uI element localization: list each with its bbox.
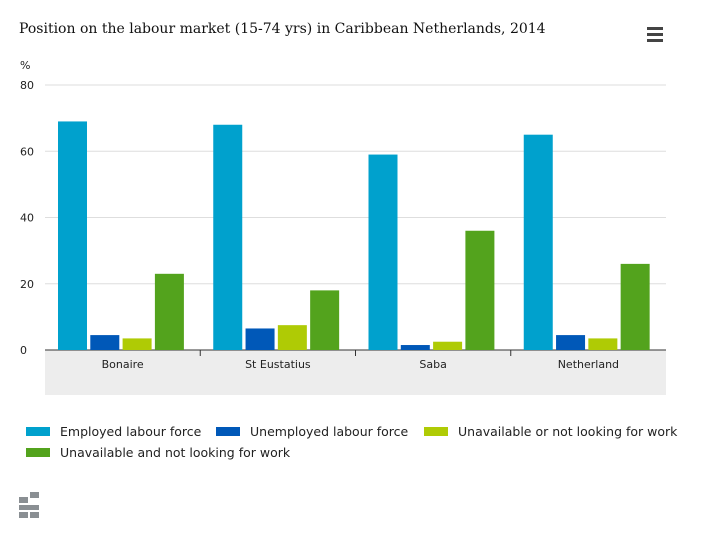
bar-2: [245, 328, 275, 350]
category-band: [45, 350, 666, 395]
bar-2: [400, 345, 430, 350]
legend-item[interactable]: Unavailable or not looking for work: [424, 424, 677, 439]
bar-2: [556, 335, 586, 350]
legend-item[interactable]: Employed labour force: [26, 424, 201, 439]
legend-swatch: [216, 427, 240, 436]
y-tick-label: 40: [20, 212, 34, 225]
legend-swatch: [26, 448, 50, 457]
legend-swatch: [424, 427, 448, 436]
bar-3: [122, 338, 152, 350]
y-tick-label: 80: [20, 79, 34, 92]
legend-item[interactable]: Unavailable and not looking for work: [26, 445, 290, 460]
bar-2: [90, 335, 120, 350]
bar-1: [213, 124, 243, 350]
bar-3: [588, 338, 618, 350]
bar-3: [433, 341, 463, 350]
hamburger-icon[interactable]: [647, 27, 663, 42]
x-tick-label: Netherland: [558, 358, 619, 371]
legend-label: Unavailable or not looking for work: [458, 424, 678, 439]
legend-swatch: [26, 427, 50, 436]
legend-label: Employed labour force: [60, 424, 202, 439]
y-tick-label: 20: [20, 278, 34, 291]
legend-item[interactable]: Unemployed labour force: [216, 424, 408, 439]
legend-label: Unemployed labour force: [250, 424, 409, 439]
bar-1: [58, 121, 87, 350]
bar-1: [368, 154, 398, 350]
cbs-logo-icon: [19, 492, 39, 518]
bar-3: [277, 325, 307, 350]
y-tick-label: 0: [20, 344, 27, 357]
y-axis-label: %: [20, 59, 30, 72]
bar-4: [620, 263, 650, 350]
bar-4: [310, 290, 340, 350]
legend-label: Unavailable and not looking for work: [60, 445, 291, 460]
x-tick-label: Bonaire: [102, 358, 144, 371]
bar-1: [523, 134, 553, 350]
bar-4: [154, 273, 184, 350]
chart-title: Position on the labour market (15-74 yrs…: [19, 21, 546, 37]
x-tick-label: St Eustatius: [245, 358, 311, 371]
y-tick-label: 60: [20, 145, 34, 158]
bar-4: [465, 230, 495, 350]
x-tick-label: Saba: [419, 358, 446, 371]
